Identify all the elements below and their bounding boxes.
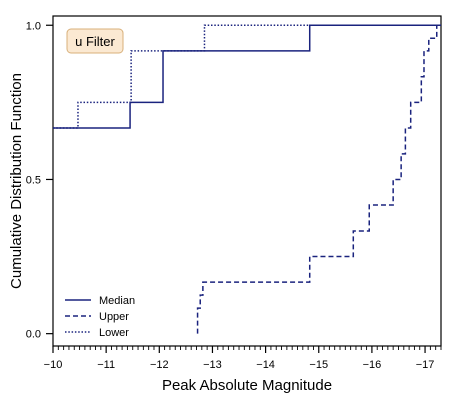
plot-frame [52, 15, 442, 347]
legend-label-median: Median [99, 295, 135, 307]
filter-annotation-label: u Filter [75, 34, 115, 49]
legend-label-lower: Lower [99, 327, 129, 339]
series-group [53, 24, 441, 334]
x-tick-label: −15 [309, 359, 328, 371]
x-tick-label: −13 [203, 359, 222, 371]
filter-annotation: u Filter [66, 28, 124, 54]
x-tick-label: −17 [416, 359, 435, 371]
x-tick-label: −11 [97, 359, 115, 371]
series-line-upper [196, 24, 441, 334]
series-line-lower [53, 24, 441, 129]
y-tick-label: 0.5 [26, 174, 41, 186]
x-axis-title: Peak Absolute Magnitude [162, 377, 332, 394]
axis-ticks-group: −10 −11 −12 −13 −14 −15 −16 −17 0.0 0.5 1.0 [26, 20, 442, 371]
filter-annotation-box [66, 28, 124, 54]
x-tick-label: −16 [363, 359, 382, 371]
y-tick-label: 0.0 [26, 329, 41, 341]
plot-frame-group [52, 15, 442, 347]
y-tick-label: 1.0 [26, 20, 41, 32]
x-tick-label: −10 [44, 359, 63, 371]
x-tick-label: −14 [256, 359, 275, 371]
x-tick-label: −12 [150, 359, 169, 371]
y-axis-title: Cumulative Distribution Function [8, 73, 25, 289]
legend: Median Upper Lower [65, 295, 135, 339]
series-line-median [53, 24, 441, 129]
legend-label-upper: Upper [99, 311, 129, 323]
